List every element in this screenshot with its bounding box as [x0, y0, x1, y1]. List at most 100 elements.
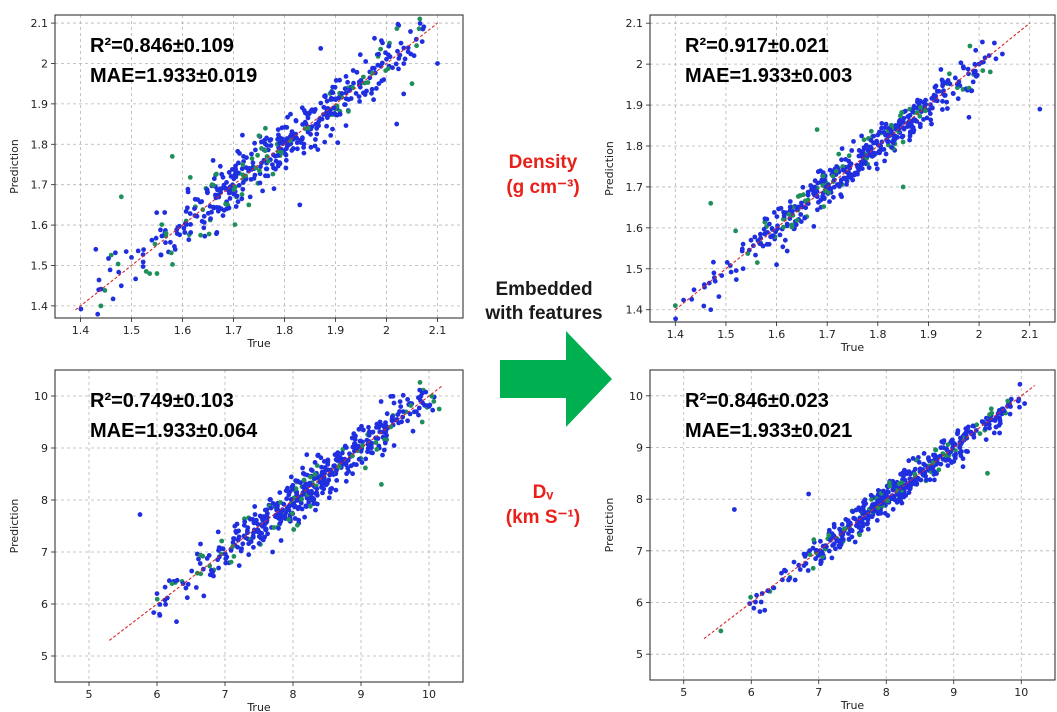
x-tick-label: 1.5 [717, 328, 735, 341]
scatter-point [781, 213, 787, 219]
scatter-point [312, 472, 318, 477]
scatter-point [922, 463, 928, 468]
scatter-point [941, 91, 946, 97]
scatter-point [997, 430, 1002, 436]
scatter-point [787, 216, 793, 222]
y-axis-label: Prediction [603, 498, 616, 553]
scatter-point [981, 420, 986, 426]
scatter-point [794, 218, 800, 223]
scatter-point [320, 490, 325, 496]
scatter-point [982, 55, 988, 61]
scatter-point [899, 500, 905, 506]
scatter-point [339, 450, 345, 456]
scatter-point [945, 463, 951, 468]
scatter-point [878, 143, 883, 149]
scatter-point [798, 212, 804, 217]
scatter-point [402, 56, 408, 62]
scatter-point [318, 46, 324, 51]
scatter-point [365, 449, 370, 455]
x-tick-label: 2.1 [429, 324, 447, 337]
scatter-point [719, 273, 725, 278]
scatter-point [270, 171, 276, 177]
scatter-point [383, 420, 388, 425]
scatter-point [831, 194, 836, 200]
scatter-point [116, 269, 122, 275]
scatter-point [934, 471, 939, 476]
scatter-point [815, 207, 820, 213]
scatter-point [833, 546, 838, 552]
scatter-point [78, 306, 84, 312]
scatter-point [381, 424, 387, 429]
scatter-point [927, 477, 933, 483]
scatter-point [805, 189, 811, 195]
scatter-point [187, 211, 193, 217]
scatter-point [358, 78, 364, 83]
scatter-point [325, 115, 330, 121]
scatter-point [193, 585, 199, 590]
scatter-point [95, 311, 101, 317]
scatter-point [204, 556, 210, 561]
scatter-point [898, 113, 903, 119]
scatter-point [149, 237, 155, 243]
scatter-point [257, 180, 263, 186]
y-tick-label: 2.1 [31, 17, 49, 30]
scatter-point [321, 112, 326, 117]
scatter-point [333, 487, 339, 493]
scatter-point [207, 203, 213, 209]
scatter-point [308, 474, 313, 480]
scatter-point [299, 496, 305, 502]
scatter-point [287, 489, 292, 495]
scatter-point [378, 399, 384, 404]
scatter-point [110, 296, 116, 302]
scatter-point [822, 177, 828, 183]
scatter-point [356, 94, 362, 99]
scatter-point [265, 159, 271, 164]
scatter-point [198, 541, 203, 547]
scatter-point-outlier [210, 158, 216, 163]
scatter-point [1017, 404, 1022, 410]
scatter-point [315, 147, 321, 153]
scatter-point [330, 126, 335, 132]
scatter-point [397, 399, 403, 404]
scatter-point [873, 161, 879, 167]
scatter-point [955, 85, 960, 91]
scatter-point [214, 231, 219, 237]
scatter-point [367, 75, 373, 81]
scatter-point [141, 247, 147, 253]
scatter-point [135, 248, 141, 254]
scatter-point [172, 244, 177, 249]
scatter-point [182, 230, 188, 235]
scatter-point [244, 155, 249, 161]
scatter-point [226, 187, 231, 193]
scatter-point [314, 486, 320, 492]
scatter-point [188, 222, 194, 227]
scatter-point [375, 436, 381, 441]
scatter-point-outlier [246, 202, 252, 208]
scatter-point [967, 43, 973, 49]
scatter-point [314, 501, 320, 507]
y-tick-label: 1.4 [626, 304, 644, 317]
scatter-point [405, 397, 410, 402]
scatter-point [196, 556, 201, 562]
y-tick-label: 1.8 [31, 138, 49, 151]
scatter-point [933, 447, 939, 453]
x-tick-label: 1.7 [225, 324, 243, 337]
scatter-point [840, 537, 846, 542]
scatter-point [865, 521, 870, 526]
scatter-point-outlier [966, 114, 972, 120]
scatter-point [934, 98, 940, 104]
scatter-point [383, 50, 388, 56]
scatter-point [974, 422, 980, 428]
scatter-point [168, 239, 173, 245]
scatter-point [890, 140, 896, 146]
scatter-point [213, 195, 219, 201]
scatter-point [185, 205, 190, 211]
scatter-point-outlier [137, 512, 143, 517]
scatter-point [375, 62, 381, 68]
scatter-point [264, 507, 270, 513]
scatter-point [370, 450, 375, 456]
scatter-point [216, 548, 221, 553]
scatter-point [803, 561, 809, 566]
scatter-point [846, 536, 852, 542]
scatter-point [240, 132, 245, 138]
